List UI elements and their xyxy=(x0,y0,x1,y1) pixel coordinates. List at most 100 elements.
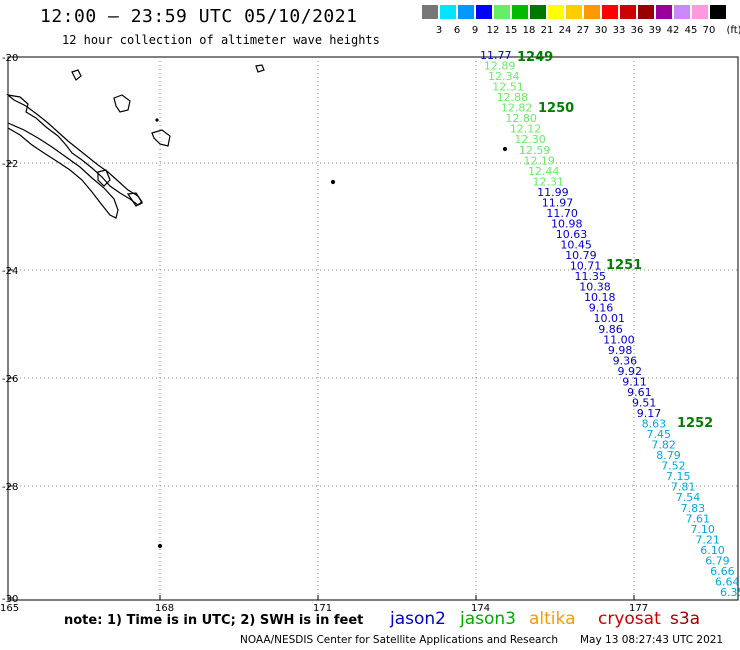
scale-swatch xyxy=(530,5,546,19)
wave-height-value: 12.51 xyxy=(492,81,524,94)
lon-label: 174 xyxy=(471,603,490,614)
scale-swatch xyxy=(548,5,564,19)
scale-label: 36 xyxy=(630,25,644,36)
wave-height-value: 7.45 xyxy=(646,428,671,441)
scale-swatch xyxy=(476,5,492,19)
wave-height-value: 10.45 xyxy=(560,239,592,252)
pass-number-label: 1249 xyxy=(517,50,553,65)
wave-height-value: 7.61 xyxy=(686,512,711,525)
pass-number-labels: 1249 1250 1251 1252 xyxy=(517,50,713,431)
scale-label: 42 xyxy=(666,25,680,36)
wave-height-value: 9.61 xyxy=(627,386,652,399)
wave-height-value: 12.19 xyxy=(523,154,555,167)
coastline-new-caledonia xyxy=(5,64,508,549)
wave-height-value: 12.88 xyxy=(497,91,529,104)
scale-swatch xyxy=(620,5,636,19)
wave-height-value: 7.83 xyxy=(681,502,706,515)
footnote: note: 1) Time is in UTC; 2) SWH is in fe… xyxy=(64,613,364,628)
pass-number-label: 1252 xyxy=(677,416,713,431)
scale-swatch xyxy=(566,5,582,19)
wave-height-value: 8.63 xyxy=(642,418,667,431)
lat-label: -26 xyxy=(2,374,18,385)
wave-height-value: 10.98 xyxy=(551,217,583,230)
scale-swatch xyxy=(692,5,708,19)
wave-height-value: 10.01 xyxy=(594,312,626,325)
map-title: 12:00 – 23:59 UTC 05/10/2021 xyxy=(40,6,358,27)
pass-number-label: 1251 xyxy=(606,258,642,273)
lon-label: 171 xyxy=(313,603,332,614)
satellite-ground-track: 11.7712.8912.3412.5112.8812.8212.8012.12… xyxy=(480,49,740,599)
wave-height-value: 9.17 xyxy=(637,407,662,420)
scale-label: 27 xyxy=(576,25,590,36)
lon-label: 177 xyxy=(629,603,648,614)
wave-height-value: 11.99 xyxy=(537,186,569,199)
scale-label: 12 xyxy=(486,25,500,36)
wave-height-value: 11.97 xyxy=(542,196,574,209)
wave-height-value: 6.35 xyxy=(720,586,740,599)
scale-swatch xyxy=(710,5,726,19)
scale-swatch xyxy=(512,5,528,19)
wave-height-value: 6.10 xyxy=(700,544,725,557)
satellite-legend-jason2: jason2 xyxy=(390,609,446,629)
wave-height-value: 9.51 xyxy=(632,396,657,409)
scale-swatch xyxy=(422,5,438,19)
wave-height-value: 9.36 xyxy=(613,354,638,367)
satellite-legend-jason3: jason3 xyxy=(460,609,516,629)
wave-height-value: 10.38 xyxy=(579,281,611,294)
scale-label: 18 xyxy=(522,25,536,36)
lat-label: -28 xyxy=(2,482,18,493)
wave-height-value: 12.59 xyxy=(519,144,551,157)
wave-height-value: 9.98 xyxy=(608,344,633,357)
lat-label: -24 xyxy=(2,266,18,277)
wave-height-value: 7.21 xyxy=(695,533,720,546)
wave-height-value: 9.16 xyxy=(589,302,614,315)
lat-label: -30 xyxy=(2,594,18,605)
wave-height-value: 9.86 xyxy=(598,323,623,336)
wave-height-value: 7.54 xyxy=(676,491,701,504)
lat-label: -22 xyxy=(2,159,18,170)
pass-number-label: 1250 xyxy=(538,101,574,116)
scale-swatch xyxy=(584,5,600,19)
wave-height-value: 12.80 xyxy=(505,112,537,125)
wave-height-value: 12.12 xyxy=(510,123,542,136)
satellite-legend-altika: altika xyxy=(529,609,576,629)
scale-swatch xyxy=(602,5,618,19)
generated-timestamp: May 13 08:27:43 UTC 2021 xyxy=(580,634,724,646)
scale-label: 30 xyxy=(594,25,608,36)
map-frame xyxy=(7,56,739,601)
wave-height-value: 12.30 xyxy=(514,133,546,146)
scale-swatch xyxy=(440,5,456,19)
scale-label: 70 xyxy=(702,25,716,36)
wave-height-value: 7.52 xyxy=(661,460,686,473)
wave-height-value: 10.71 xyxy=(570,260,602,273)
graticule xyxy=(8,57,738,600)
wave-height-value: 11.70 xyxy=(546,207,578,220)
wave-height-value: 7.15 xyxy=(666,470,691,483)
wave-height-value: 6.79 xyxy=(705,554,730,567)
satellite-legend-s3a: s3a xyxy=(670,609,701,629)
scale-label: 45 xyxy=(684,25,698,36)
credit-line: NOAA/NESDIS Center for Satellite Applica… xyxy=(240,634,558,646)
wave-height-value: 6.64 xyxy=(715,575,740,588)
wave-height-value: 7.82 xyxy=(651,439,676,452)
wave-height-value: 12.82 xyxy=(501,102,532,115)
wave-height-value: 10.63 xyxy=(556,228,588,241)
wave-height-value: 8.79 xyxy=(656,449,681,462)
wave-height-value: 6.66 xyxy=(710,565,735,578)
wave-height-value: 12.44 xyxy=(528,165,560,178)
map-subtitle: 12 hour collection of altimeter wave hei… xyxy=(62,33,380,47)
wave-height-value: 12.31 xyxy=(533,175,565,188)
scale-swatch xyxy=(674,5,690,19)
wave-height-value: 12.89 xyxy=(484,60,515,73)
scale-swatch xyxy=(638,5,654,19)
scale-label: 6 xyxy=(453,25,461,36)
scale-label: 15 xyxy=(504,25,518,36)
wave-height-value: 11.77 xyxy=(480,49,512,62)
wave-height-value: 11.00 xyxy=(603,333,635,346)
scale-unit: (ft) xyxy=(726,25,740,36)
lon-label: 168 xyxy=(155,603,174,614)
wave-height-value: 10.18 xyxy=(584,291,616,304)
scale-label: 33 xyxy=(612,25,626,36)
wave-height-value: 9.11 xyxy=(622,375,647,388)
